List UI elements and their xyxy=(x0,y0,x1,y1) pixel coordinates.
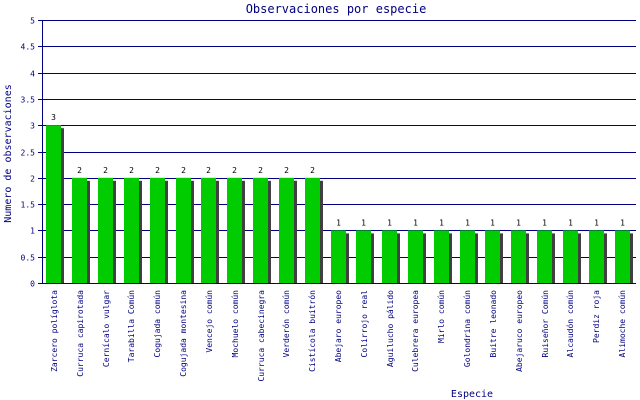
x-category-label: Colirrojo real xyxy=(360,290,369,358)
x-category-label: Buitre leonado xyxy=(489,290,498,358)
x-category-label: Cogujada montesina xyxy=(179,290,188,377)
bar-value-label: 1 xyxy=(516,218,521,227)
bar xyxy=(382,230,397,283)
bar-value-label: 3 xyxy=(51,113,56,122)
y-tick-label: 0.5 xyxy=(21,254,36,263)
bar xyxy=(46,125,61,283)
bar xyxy=(98,177,113,283)
x-category-label: Abejaruco europeo xyxy=(515,290,524,372)
bar-value-label: 1 xyxy=(568,218,573,227)
y-tick-label: 2 xyxy=(30,175,35,184)
bar xyxy=(176,177,191,283)
y-tick-label: 0 xyxy=(30,280,35,289)
bar-value-label: 1 xyxy=(413,218,418,227)
bar-value-label: 2 xyxy=(77,166,82,175)
x-category-label: Perdiz roja xyxy=(592,290,601,343)
bar-value-label: 1 xyxy=(620,218,625,227)
bar xyxy=(279,177,294,283)
x-category-label: Curruca capirotada xyxy=(76,290,85,377)
x-category-label: Zarcero políglota xyxy=(50,290,59,372)
x-category-label: Mirlo común xyxy=(437,290,446,343)
bar-value-label: 1 xyxy=(336,218,341,227)
bar xyxy=(408,230,423,283)
x-category-label: Cistícola buitrón xyxy=(307,290,317,372)
bar xyxy=(150,177,165,283)
bar-value-label: 2 xyxy=(258,166,263,175)
x-axis-label: Especie xyxy=(451,389,493,400)
bar xyxy=(331,230,346,283)
bar xyxy=(537,230,552,283)
bar-value-label: 2 xyxy=(310,166,315,175)
bar-value-label: 2 xyxy=(155,166,160,175)
bar xyxy=(253,177,268,283)
bar-value-label: 1 xyxy=(439,218,444,227)
y-tick-label: 2.5 xyxy=(21,149,36,158)
bar-value-label: 2 xyxy=(284,166,289,175)
y-tick-label: 1 xyxy=(30,227,35,236)
x-category-label: Tarabilla Común xyxy=(127,290,136,362)
bar xyxy=(434,230,449,283)
x-category-label: Verderón común xyxy=(281,290,291,358)
x-category-label: Alcaudón común xyxy=(565,290,575,358)
bar-value-label: 1 xyxy=(490,218,495,227)
bar-value-label: 1 xyxy=(542,218,547,227)
bar-value-label: 2 xyxy=(206,166,211,175)
x-category-label: Cernícalo vulgar xyxy=(102,290,111,367)
bar xyxy=(124,177,139,283)
bar-value-label: 1 xyxy=(387,218,392,227)
bar-value-label: 1 xyxy=(594,218,599,227)
bar-value-label: 1 xyxy=(465,218,470,227)
y-axis-label: Numero de observaciones xyxy=(3,84,14,222)
bar-value-label: 1 xyxy=(361,218,366,227)
bar xyxy=(72,177,87,283)
bar xyxy=(227,177,242,283)
y-tick-label: 4 xyxy=(30,70,35,79)
bar xyxy=(563,230,578,283)
bar xyxy=(460,230,475,283)
x-category-label: Ruiseñor Común xyxy=(541,290,550,358)
y-axis-ticks: 0 0.5 1 1.5 2 2.5 3 3.5 4 4.5 5 xyxy=(21,17,42,289)
bar xyxy=(589,230,604,283)
y-tick-label: 1.5 xyxy=(21,201,36,210)
x-category-label: Aguilucho pálido xyxy=(386,290,395,367)
bar xyxy=(305,177,320,283)
y-tick-label: 4.5 xyxy=(21,43,36,52)
x-axis-categories: Zarcero políglota Curruca capirotada Cerní… xyxy=(50,290,627,382)
bars xyxy=(46,125,633,283)
x-category-label: Mochuelo común xyxy=(231,290,240,358)
x-category-label: Curruca cabecinegra xyxy=(257,290,266,382)
y-tick-label: 5 xyxy=(30,17,35,26)
value-labels: 3 2 2 2 2 2 2 2 2 2 2 1 1 1 1 1 1 1 1 1 1 1 1 xyxy=(51,113,625,227)
x-category-label: Golondrina común xyxy=(463,290,472,367)
bar xyxy=(356,230,371,283)
x-category-label: Culebrera europea xyxy=(411,290,420,372)
x-category-label: Vencejo común xyxy=(205,290,214,353)
x-category-label: Alimoche común xyxy=(618,290,627,358)
bar xyxy=(485,230,500,283)
x-category-label: Cogujada común xyxy=(153,290,162,358)
x-category-label: Abejaro europeo xyxy=(334,290,343,362)
bar-value-label: 2 xyxy=(232,166,237,175)
chart-title: Observaciones por especie xyxy=(246,2,427,16)
bar xyxy=(201,177,216,283)
bar xyxy=(511,230,526,283)
bar-value-label: 2 xyxy=(103,166,108,175)
y-tick-label: 3.5 xyxy=(21,96,36,105)
y-tick-label: 3 xyxy=(30,122,35,131)
bar-value-label: 2 xyxy=(129,166,134,175)
bar xyxy=(615,230,630,283)
bar-value-label: 2 xyxy=(181,166,186,175)
